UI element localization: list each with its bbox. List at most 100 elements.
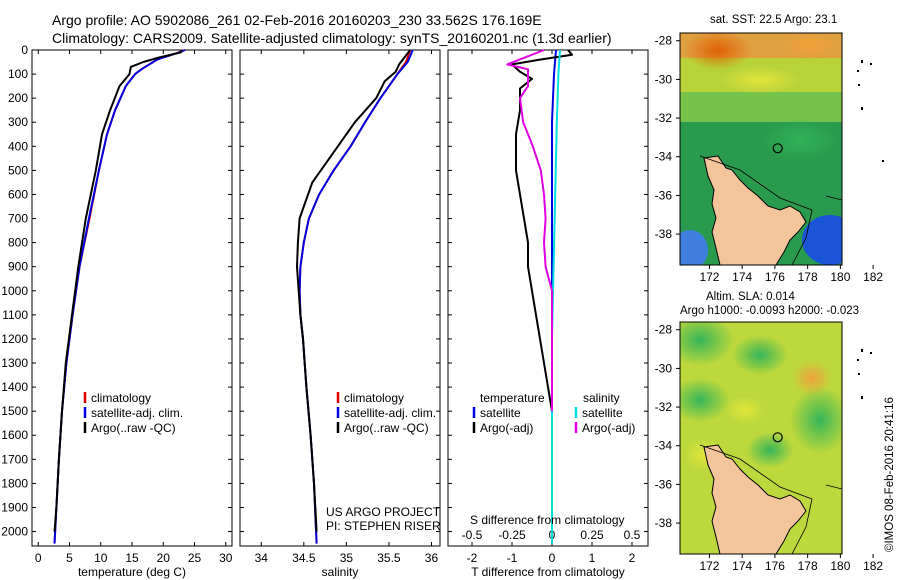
salinity-legend: climatology satellite-adj. clim. Argo(..… xyxy=(336,391,436,435)
legend-label-s-argo: Argo(-adj) xyxy=(582,421,635,435)
y-tick-label: 700 xyxy=(8,212,28,226)
y-tick-label: 1500 xyxy=(1,404,28,418)
y-tick-label: 1300 xyxy=(1,356,28,370)
map-lon-label: 172 xyxy=(699,559,719,573)
map-lon-label: 178 xyxy=(798,270,818,284)
x-tick-label: 10 xyxy=(94,551,108,565)
map-lat-label: -34 xyxy=(655,150,673,164)
legend-label-t-satellite: satellite xyxy=(480,406,521,420)
map-lat-label: -32 xyxy=(655,111,673,125)
sla-high-patch xyxy=(725,396,765,424)
map-lon-label: 182 xyxy=(863,270,883,284)
island-mark xyxy=(861,349,863,352)
map-lat-label: -34 xyxy=(655,439,673,453)
island-mark xyxy=(858,373,860,375)
x-tick-label: 20 xyxy=(157,551,171,565)
y-tick-label: 2000 xyxy=(1,525,28,539)
island-mark xyxy=(857,359,859,361)
legend-label-satellite-adj: satellite-adj. clim. xyxy=(344,406,436,420)
sla-map xyxy=(679,321,872,555)
y-tick-label: 600 xyxy=(8,187,28,201)
map-lat-label: -28 xyxy=(655,323,673,337)
island-mark xyxy=(861,107,863,110)
sst-mid-patch xyxy=(720,66,800,94)
series-line-argo-raw-qc xyxy=(296,49,411,532)
series-line-climatology xyxy=(298,49,412,544)
x-tick-label: 34 xyxy=(255,551,269,565)
sla-low-patch xyxy=(680,322,734,366)
legend-label-t-argo: Argo(-adj) xyxy=(480,421,533,435)
difference-legend: temperature salinity satellite Argo(-adj… xyxy=(472,391,635,435)
legend-label-argo: Argo(..raw -QC) xyxy=(344,421,429,435)
map-lat-label: -30 xyxy=(655,72,673,86)
sst-warm-patch xyxy=(780,33,840,59)
temperature-panel: 0 5 10 15 20 25 300100200300400500600700800900… xyxy=(1,43,232,565)
pi-label: PI: STEPHEN RISER xyxy=(326,519,441,533)
map-lon-label: 178 xyxy=(798,559,818,573)
map-lon-label: 174 xyxy=(732,559,752,573)
island-mark xyxy=(857,70,859,72)
x-tick-label: 2 xyxy=(629,551,636,565)
legend-label-climatology: climatology xyxy=(344,391,404,405)
argo-float-marker xyxy=(772,143,783,154)
map-lat-label: -32 xyxy=(655,400,673,414)
legend-title-salinity: salinity xyxy=(583,391,620,405)
map-lon-label: 182 xyxy=(863,559,883,573)
map-lon-label: 180 xyxy=(830,559,850,573)
island-mark xyxy=(861,396,863,399)
y-tick-label: 0 xyxy=(21,43,28,57)
y-tick-label: 200 xyxy=(8,91,28,105)
sst-cold-patch xyxy=(680,230,708,265)
sst-isobath xyxy=(699,155,813,265)
sst-transition-band xyxy=(680,92,842,122)
sst-map-frame xyxy=(679,32,843,266)
map-lon-label: 176 xyxy=(765,559,785,573)
island-mark xyxy=(870,63,872,65)
x-tick-label: 35.5 xyxy=(377,551,401,565)
island-mark xyxy=(870,352,872,354)
sst-cold-patch xyxy=(802,215,842,265)
y-tick-label: 800 xyxy=(8,236,28,250)
x-tick-label: 0 xyxy=(35,551,42,565)
map-lon-label: 172 xyxy=(699,270,719,284)
y-tick-label: 1400 xyxy=(1,380,28,394)
sst-shelf-patch xyxy=(760,118,840,162)
x-tick-label: 1 xyxy=(589,551,596,565)
sla-isobath xyxy=(699,444,813,554)
y-tick-label: 900 xyxy=(8,260,28,274)
new-zealand-land-sst xyxy=(703,155,807,265)
x-tick-label: 25 xyxy=(188,551,202,565)
s-tick-label: -0.5 xyxy=(462,528,483,542)
island-mark xyxy=(882,160,884,162)
sla-map-title-2: Argo h1000: -0.0093 h2000: -0.023 xyxy=(680,305,860,317)
map-axes: -28 -30 -32 -34 -36 -38 172 174 176 178 180 182 -28 -… xyxy=(655,34,884,573)
sla-map-title-1: Altim. SLA: 0.014 xyxy=(706,291,795,303)
y-tick-label: 1200 xyxy=(1,332,28,346)
x-tick-label: 15 xyxy=(125,551,139,565)
map-lat-label: -38 xyxy=(655,516,673,530)
y-tick-label: 100 xyxy=(8,67,28,81)
y-tick-label: 300 xyxy=(8,115,28,129)
sla-isobath xyxy=(825,484,842,490)
y-tick-label: 1000 xyxy=(1,284,28,298)
s-tick-label: 0.5 xyxy=(624,528,641,542)
sst-isobath xyxy=(825,195,842,201)
x-tick-label: 30 xyxy=(219,551,233,565)
t-difference-axis-label: T difference from climatology xyxy=(471,565,625,579)
map-lat-label: -38 xyxy=(655,227,673,241)
island-mark xyxy=(861,60,863,63)
sla-low-patch xyxy=(732,335,788,375)
map-lat-label: -30 xyxy=(655,361,673,375)
legend-title-temperature: temperature xyxy=(480,391,545,405)
title-line-1: Argo profile: AO 5902086_261 02-Feb-2016… xyxy=(52,12,542,28)
salinity-axis-label: salinity xyxy=(322,565,359,579)
salinity-panel-frame xyxy=(239,49,441,547)
y-tick-label: 1800 xyxy=(1,476,28,490)
island-mark xyxy=(858,84,860,86)
x-tick-label: 0 xyxy=(549,551,556,565)
sst-warm-patch xyxy=(684,33,752,70)
series-line-argo-adj-temperature xyxy=(511,49,573,532)
salinity-panel: 34 34.5 35 35.5 36 xyxy=(240,49,440,565)
argo-float-marker xyxy=(772,432,783,443)
